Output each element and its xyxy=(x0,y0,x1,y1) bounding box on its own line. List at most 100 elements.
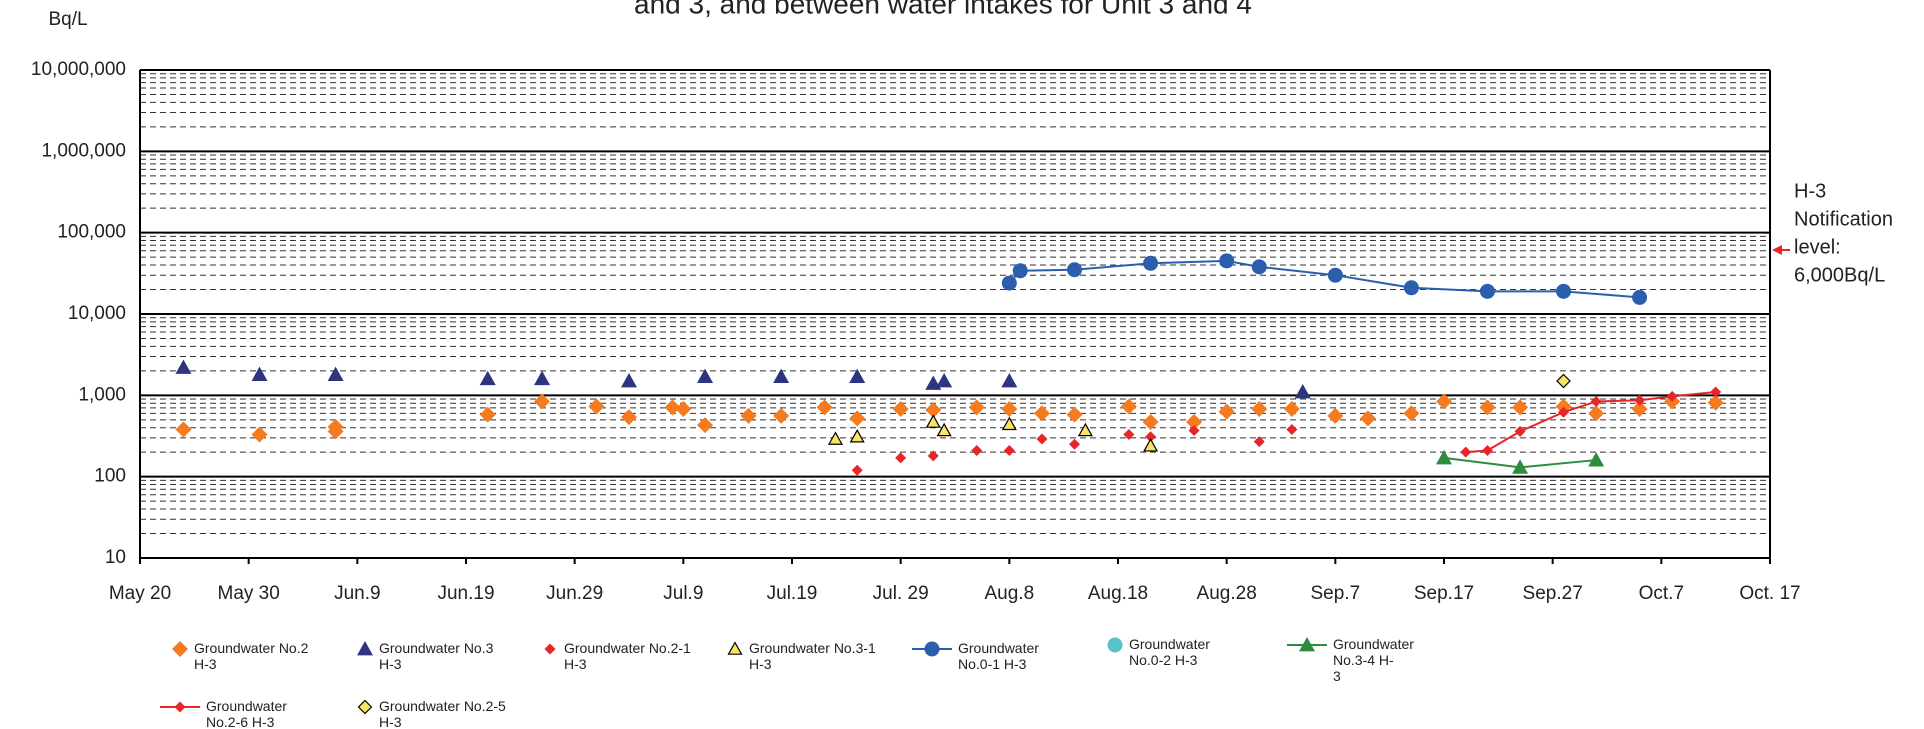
marker xyxy=(1286,424,1298,436)
marker xyxy=(1001,275,1017,291)
marker xyxy=(971,444,983,456)
legend-symbol xyxy=(912,641,952,657)
marker xyxy=(1188,424,1200,436)
y-tick-label: 1,000 xyxy=(78,384,126,405)
marker xyxy=(1403,405,1420,422)
legend-symbol xyxy=(357,699,373,715)
marker xyxy=(1403,280,1419,296)
marker xyxy=(1299,637,1315,652)
marker xyxy=(1436,393,1452,410)
marker xyxy=(968,399,985,416)
marker xyxy=(1001,416,1017,431)
marker xyxy=(479,370,496,386)
marker xyxy=(1120,398,1137,415)
legend-symbol xyxy=(357,641,373,656)
marker xyxy=(251,366,268,381)
legend-item: Groundwater No.3 H-3 xyxy=(355,640,509,672)
marker xyxy=(1707,394,1724,411)
x-tick-label: Aug.28 xyxy=(1197,583,1257,604)
y-tick-label: 100 xyxy=(94,466,126,487)
marker xyxy=(1514,425,1526,437)
annotation-text: 6,000Bq/L xyxy=(1794,264,1885,286)
legend-label: Groundwater No.2-1 H-3 xyxy=(564,640,691,672)
marker xyxy=(1036,433,1048,445)
chart-title: and 3, and between water intakes for Uni… xyxy=(634,0,1252,19)
marker xyxy=(1512,399,1529,416)
marker xyxy=(1012,263,1028,279)
legend-symbol xyxy=(1107,637,1123,653)
marker xyxy=(1634,394,1646,406)
legend-label: Groundwater No.2-6 H-3 xyxy=(206,698,287,729)
x-tick-label: Aug.8 xyxy=(985,583,1035,604)
legend-label: Groundwater No.3-1 H-3 xyxy=(749,640,876,672)
legend-symbol xyxy=(727,641,743,655)
marker xyxy=(851,464,863,476)
x-tick-label: Sep.27 xyxy=(1523,583,1583,604)
marker xyxy=(1632,289,1648,305)
legend-item: Groundwater No.0-2 H-3 xyxy=(1105,636,1219,668)
x-tick-label: Aug.18 xyxy=(1088,583,1148,604)
legend-item: Groundwater No.0-1 H-3 xyxy=(910,640,1064,672)
x-tick-label: Sep.7 xyxy=(1311,583,1361,604)
marker xyxy=(1479,283,1495,299)
marker xyxy=(1481,444,1493,456)
legend-item: Groundwater No.2 H-3 xyxy=(170,640,324,672)
marker xyxy=(479,406,496,423)
marker xyxy=(1558,406,1570,418)
marker xyxy=(1143,255,1159,271)
marker xyxy=(849,368,866,383)
marker xyxy=(1294,383,1311,399)
annotation-text: level: xyxy=(1794,236,1841,258)
x-tick-label: May 30 xyxy=(218,583,280,604)
marker xyxy=(357,641,373,656)
marker xyxy=(357,699,373,715)
marker xyxy=(1479,399,1496,416)
marker xyxy=(1066,406,1083,423)
x-tick-label: Jun.29 xyxy=(546,583,603,604)
y-tick-label: 1,000,000 xyxy=(41,140,126,161)
marker xyxy=(1251,400,1268,417)
marker xyxy=(827,431,843,445)
legend-symbol xyxy=(172,641,188,657)
marker xyxy=(936,422,952,437)
marker xyxy=(1003,444,1015,456)
marker xyxy=(664,399,681,416)
marker xyxy=(1556,373,1571,389)
y-tick-label: 10,000,000 xyxy=(31,59,126,80)
marker xyxy=(773,368,790,383)
marker xyxy=(175,359,192,374)
marker xyxy=(740,407,757,424)
annotation-arrowhead xyxy=(1772,245,1782,255)
marker xyxy=(588,398,605,415)
marker xyxy=(925,414,941,428)
marker xyxy=(1588,405,1605,422)
marker xyxy=(816,399,833,416)
x-tick-label: Oct. 17 xyxy=(1739,583,1800,604)
legend-label: Groundwater No.3 H-3 xyxy=(379,640,494,672)
marker xyxy=(1107,637,1123,653)
marker xyxy=(927,450,939,462)
series-line xyxy=(1008,259,1640,299)
marker xyxy=(1143,438,1159,452)
y-tick-label: 10 xyxy=(105,547,126,568)
legend-label: Groundwater No.2 H-3 xyxy=(194,640,309,672)
marker xyxy=(621,373,637,388)
marker xyxy=(1327,267,1343,283)
marker xyxy=(1123,428,1135,440)
marker xyxy=(251,426,268,443)
legend-symbol xyxy=(160,701,200,713)
y-tick-label: 100,000 xyxy=(57,222,126,243)
marker xyxy=(1001,400,1018,417)
marker xyxy=(1219,253,1235,269)
legend-item: Groundwater No.3-4 H-3 xyxy=(1285,636,1414,684)
marker xyxy=(1253,436,1265,448)
marker xyxy=(849,428,865,443)
marker xyxy=(1033,405,1050,422)
marker xyxy=(1590,395,1602,407)
x-tick-label: Jul.9 xyxy=(663,583,703,604)
marker xyxy=(1631,400,1648,417)
legend-label: Groundwater No.0-2 H-3 xyxy=(1129,636,1210,668)
marker xyxy=(1283,400,1300,417)
marker xyxy=(936,373,953,388)
x-tick-label: Sep.17 xyxy=(1414,583,1474,604)
